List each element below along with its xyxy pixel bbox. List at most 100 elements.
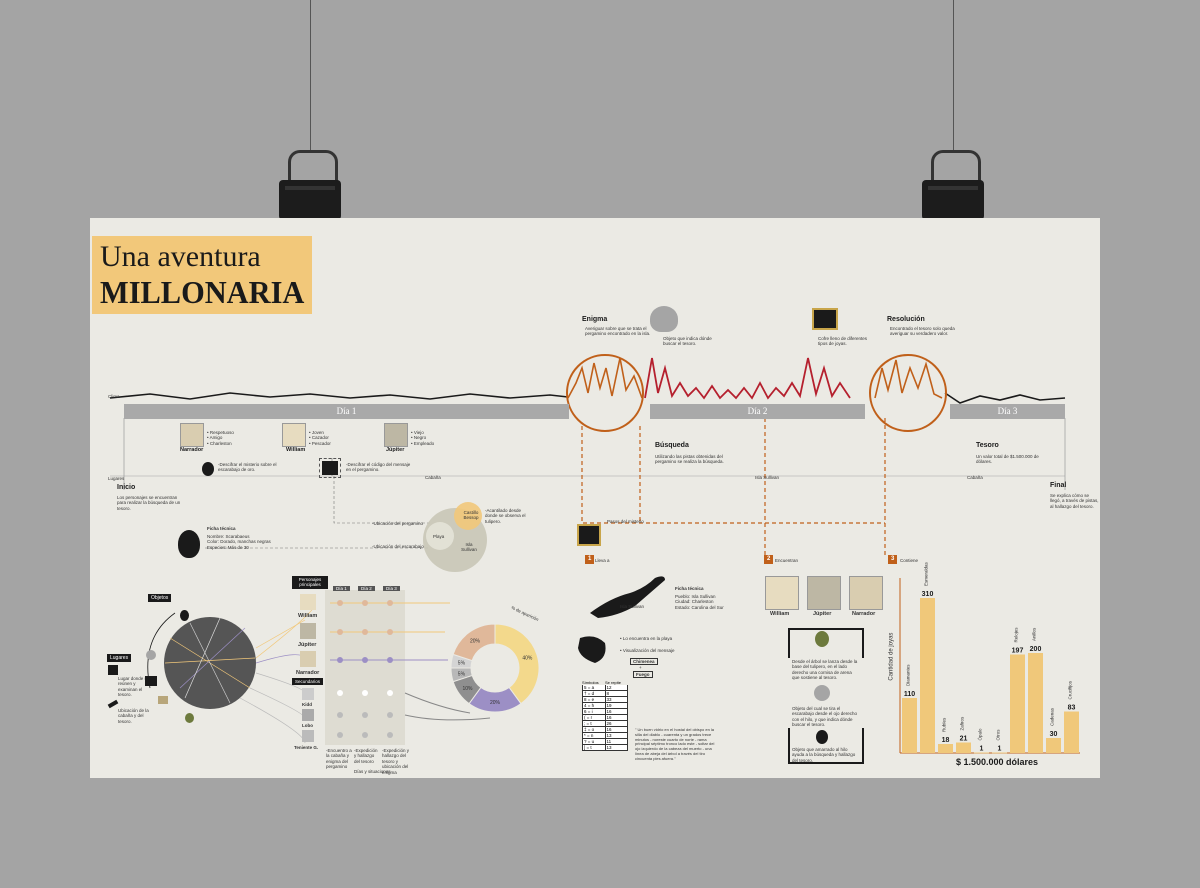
bar-value-label-9: 30 <box>1050 731 1058 738</box>
day-bar-1: Día 1 <box>124 404 569 419</box>
bar-value-label-7: 197 <box>1012 648 1024 655</box>
cipher-text: " Un buen vidrio en el hostal del obispo… <box>635 727 715 761</box>
rel-name-teniente: Teniente G. <box>294 745 319 750</box>
cipher-count-cell: 16 <box>606 715 612 720</box>
skull-note: Objeto que indica dónde buscar el tesoro… <box>663 336 712 347</box>
character-jupiter-portrait <box>384 423 408 447</box>
map-chimenea: Chimenea <box>630 658 658 666</box>
step2-bracket-2 <box>788 728 864 764</box>
rel-day-header-1: Día 1 <box>333 586 350 592</box>
label-objetos: Objetos <box>148 594 172 602</box>
place-cabana-1: Cabaña <box>425 475 441 480</box>
step2-skull-icon <box>814 685 830 701</box>
rel-name-kidd: Kidd <box>302 702 312 707</box>
relations-table-dots <box>330 600 491 738</box>
island-map-shape <box>590 576 665 618</box>
step3-num: 3 <box>888 555 898 565</box>
event-resolucion-label: Resolución <box>887 316 925 323</box>
enigma-circle <box>566 354 644 432</box>
house-icon <box>108 665 118 675</box>
rel-portrait-jupiter <box>300 623 316 639</box>
rel-portrait-william <box>300 594 316 610</box>
bar-6 <box>992 752 1007 754</box>
rel-portrait-narrador <box>300 651 316 667</box>
step2-note-skull: Objeto del cual se tira el escarabajo de… <box>792 706 858 728</box>
step2-note-tree: Desde el árbol se lanza desde la base de… <box>792 659 858 681</box>
bar-8 <box>1028 653 1043 753</box>
bar-value-label-1: 110 <box>904 691 915 698</box>
beetle-ficha-title: Ficha técnica <box>207 526 236 531</box>
cipher-row: 5 = a 12 <box>582 685 628 691</box>
rel-name-william: William <box>298 613 318 619</box>
bar-chart-xlabel: $ 1.500.000 dólares <box>956 757 1039 767</box>
day-bar-3: Día 3 <box>950 404 1065 419</box>
bar-category-label-5: Ópalo <box>977 728 983 741</box>
bar-7 <box>1010 654 1025 753</box>
island-beach-shape <box>578 636 606 663</box>
cipher-symbol-cell: 6 = i <box>583 709 606 714</box>
cipher-symbol-cell: 5 = a <box>583 685 606 690</box>
event-tesoro-label: Tesoro <box>976 442 999 449</box>
cipher-count-cell: 33 <box>606 697 612 702</box>
cipher-count-cell: 12 <box>606 685 612 690</box>
cipher-row: 4 = h 19 <box>582 703 628 709</box>
place-playa: Playa <box>433 534 445 539</box>
rel-day-header-2: Día 2 <box>358 586 375 592</box>
bar-value-label-10: 83 <box>1068 705 1076 712</box>
bar-value-label-6: 1 <box>998 746 1002 753</box>
bar-category-label-3: Rubíes <box>942 717 947 732</box>
rel-bottom-note-3: -Expedición y hallazgo del tesoro y ubic… <box>382 748 410 775</box>
rel-portrait-kidd <box>302 688 314 700</box>
title-line-1: Una aventura <box>100 240 261 273</box>
bar-category-label-1: Diamantes <box>906 664 911 686</box>
event-tesoro-desc: Un valor total de $1.500.000 de dólares. <box>976 454 1039 465</box>
cipher-count-cell: 16 <box>606 727 612 732</box>
note-descifrar-2: -Descifrar el código del mensaje en el p… <box>346 462 411 473</box>
skull-icon <box>650 306 678 332</box>
donut-label-4: 5% <box>458 671 466 677</box>
note-acantilado: -Acantilado desde donde se observa el tu… <box>485 508 526 524</box>
character-william-portrait <box>282 423 306 447</box>
bar-category-label-6: Otros <box>996 729 1001 741</box>
bar-value-label-4: 21 <box>960 736 968 743</box>
step2-note-beetle: Objeto que amarrado al hilo ayuda a la b… <box>792 747 856 763</box>
cipher-symbol-cell: * = n <box>583 733 606 738</box>
donut-label-1: 40% <box>522 655 533 661</box>
cipher-row: ] = t 13 <box>582 745 628 751</box>
character-narrador-portrait <box>180 423 204 447</box>
donut-label-6: 20% <box>470 638 481 644</box>
relations-table-bg <box>325 590 405 745</box>
lugar-note-1: Lugar donde se reúnen y examinan el teso… <box>118 676 150 698</box>
character-jupiter-name: Júpiter <box>386 447 405 453</box>
step2-name-jupiter: Júpiter <box>813 611 832 617</box>
step2-beetle-icon <box>816 730 828 744</box>
character-jupiter-traits: • Viejo • Negro • Empleado <box>411 430 435 446</box>
step-connectors <box>581 418 886 558</box>
small-chest-icon <box>145 676 157 686</box>
cipher-row: ? = u 11 <box>582 739 628 745</box>
infographic-poster: Una aventura MILLONARIA <box>90 218 1100 778</box>
rel-name-narrador: Narrador <box>296 670 320 676</box>
cipher-count-cell: 26 <box>606 721 612 726</box>
right-hanging-wire <box>953 0 954 152</box>
title-line-2: MILLONARIA <box>100 274 305 310</box>
left-clip-arm <box>288 150 338 181</box>
bar-5 <box>974 752 989 754</box>
character-narrador-traits: • Respetuoso • Amigo • Charleston <box>207 430 234 446</box>
small-beetle-icon <box>180 610 189 621</box>
note-ubic-escarabajo: -Ubicación del escarabajo <box>372 544 424 549</box>
map-island-name: Isla Sullivan <box>620 604 645 609</box>
beetle-ficha-body: Nombre: Scarabaeus Color: Dorado, mancha… <box>207 534 271 550</box>
treasure-chest-icon <box>812 308 838 330</box>
place-isla: Isla Sullivan <box>755 475 780 480</box>
step2-portrait-jupiter <box>807 576 841 610</box>
beetle-icon-large <box>178 530 200 558</box>
bar-category-label-10: Crucifijos <box>1068 680 1073 699</box>
rel-name-lobo: Lobo <box>302 723 313 728</box>
bar-value-label-3: 18 <box>942 737 950 744</box>
small-paper-icon <box>158 696 168 704</box>
event-final-desc: Se explica cómo se llegó, a través de pi… <box>1050 493 1099 509</box>
